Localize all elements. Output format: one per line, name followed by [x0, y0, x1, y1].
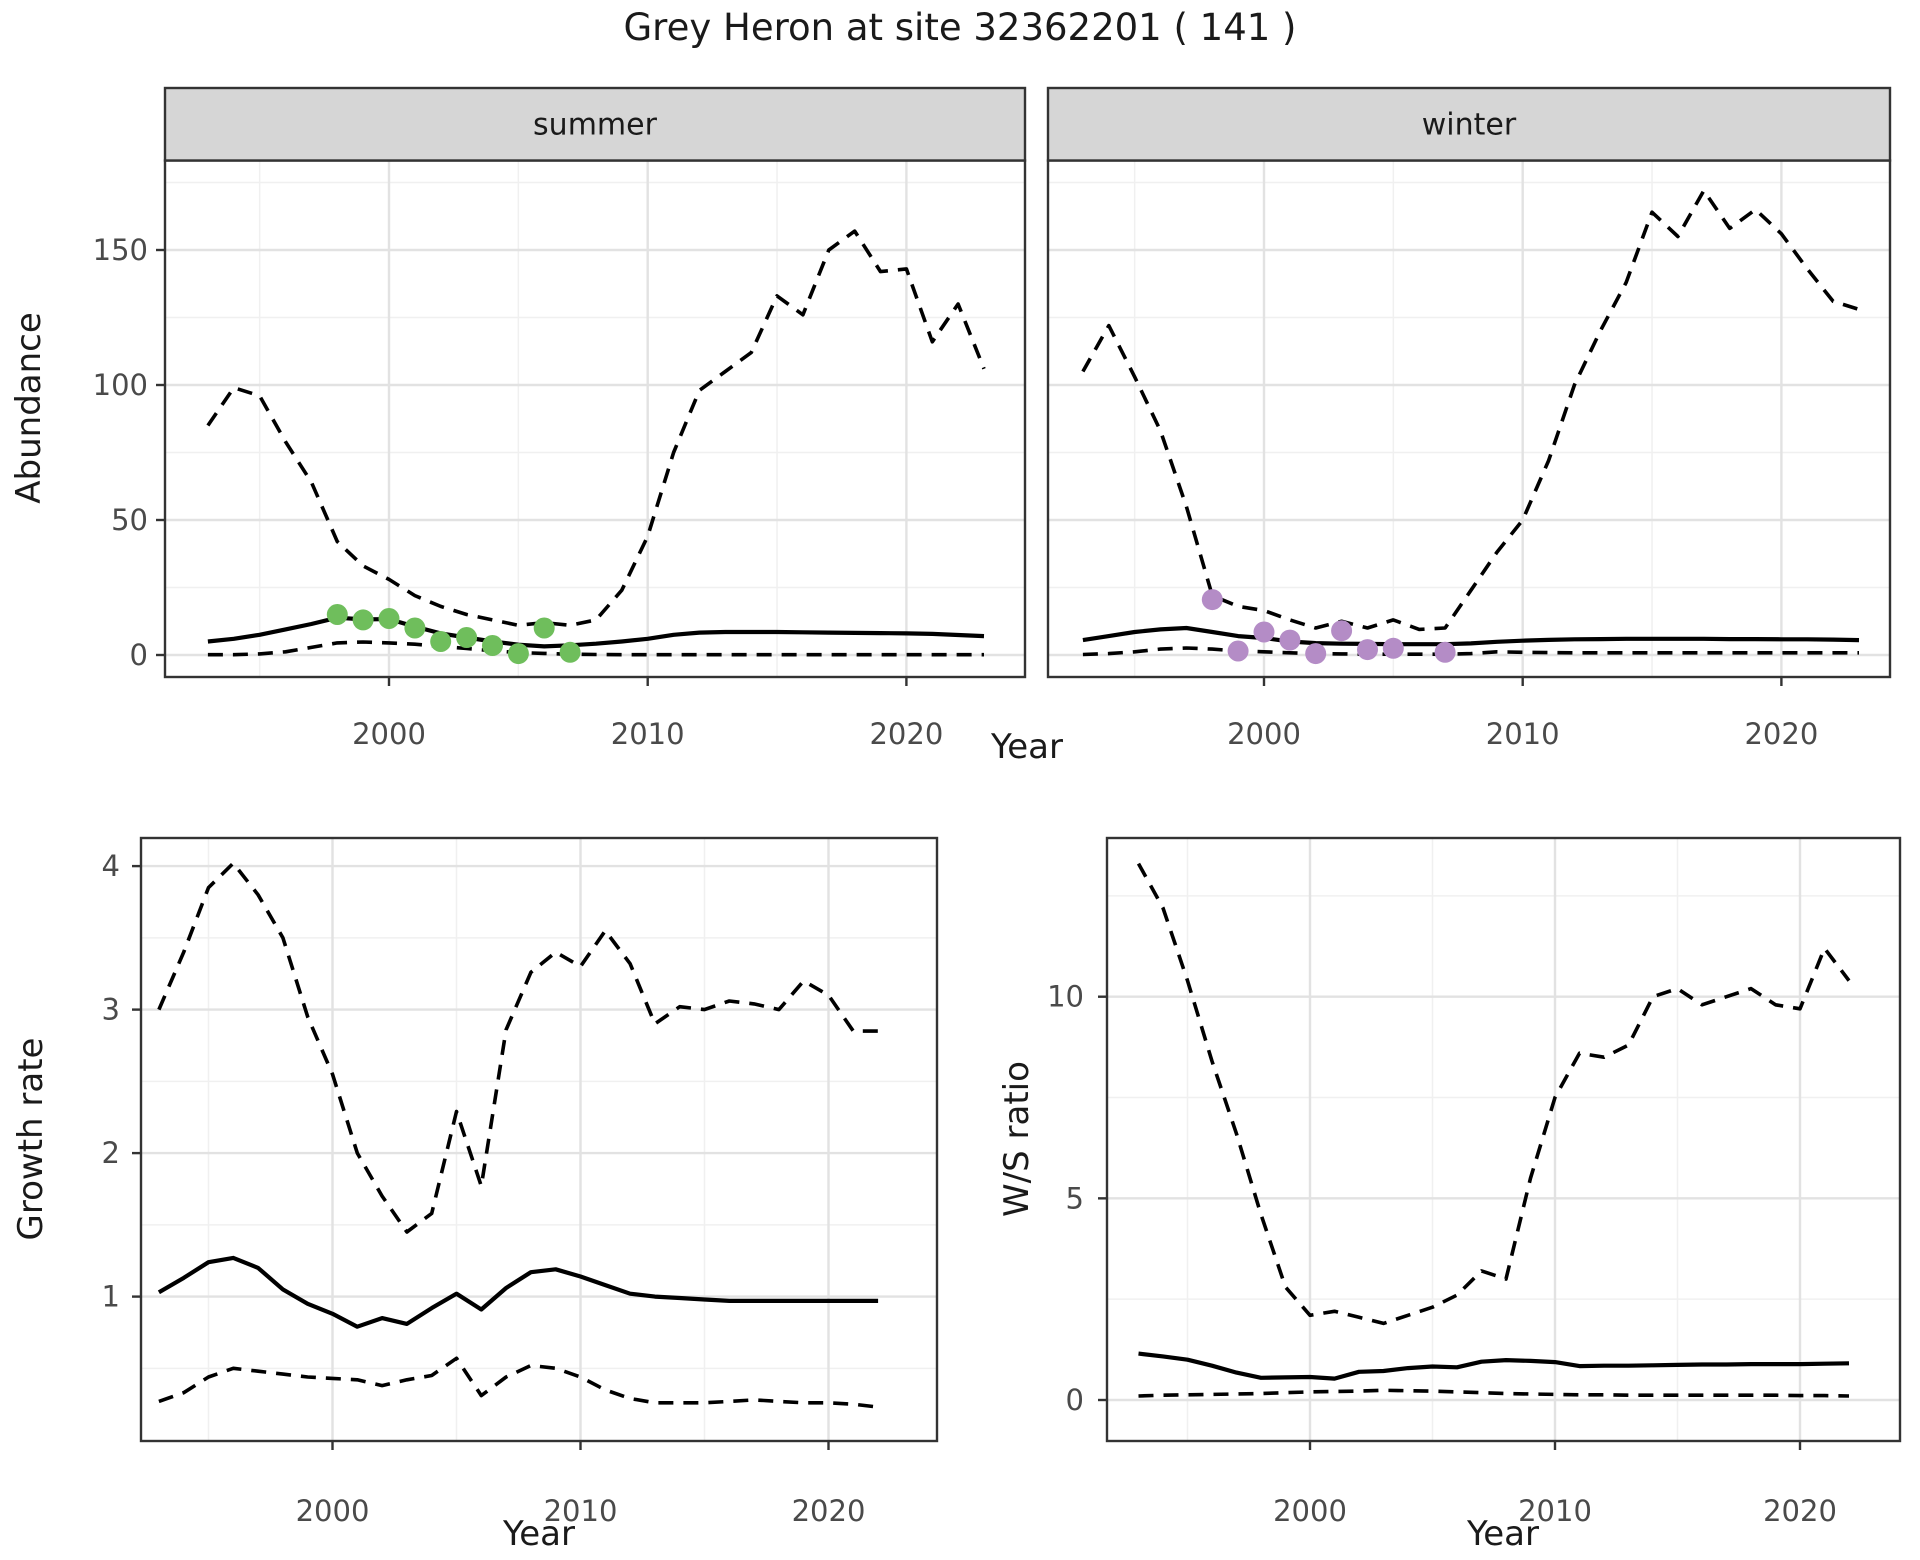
- page-title: Grey Heron at site 32362201 ( 141 ): [623, 6, 1297, 49]
- panel-abundance_winter: winter 2000 2010 2020: [1046, 86, 1892, 751]
- x-tick-label: 2010: [611, 717, 685, 751]
- y-axis-title-abundance: Abundance: [9, 312, 49, 504]
- upper-ci-line: [1081, 188, 1860, 632]
- facet-label: summer: [533, 107, 658, 142]
- upper-ci-line: [206, 229, 986, 628]
- gridlines-major: [141, 838, 937, 1441]
- panel-background: [1048, 160, 1890, 677]
- data-point: [1357, 639, 1378, 661]
- y-tick-label: 2: [102, 1136, 120, 1170]
- x-tick-label: 2010: [1518, 1494, 1592, 1528]
- panel-abundance_summer: summer 2000 2010 2020 0 50 100 150: [93, 86, 1027, 751]
- x-tick-label: 2000: [1227, 717, 1301, 751]
- facet-strip: [163, 86, 1027, 162]
- panel-border: [1105, 836, 1902, 1443]
- data-point: [1201, 589, 1223, 611]
- upper-ci-line: [1136, 862, 1851, 1326]
- series-lines: [1136, 862, 1851, 1398]
- x-tick-label: 2000: [1273, 1494, 1347, 1528]
- gridlines-major: [1107, 838, 1900, 1441]
- observation-points: [326, 604, 581, 665]
- data-point: [482, 635, 503, 656]
- x-tick-label: 2020: [1744, 717, 1818, 751]
- gridlines-minor: [165, 160, 1025, 677]
- gridlines-minor: [141, 838, 937, 1441]
- lower-ci-line: [1082, 646, 1859, 657]
- data-point: [1331, 620, 1353, 642]
- gridlines-minor: [1107, 838, 1900, 1441]
- axis-ticks: 2000 2010 2020 1 2 3 4: [102, 849, 866, 1528]
- y-tick-label: 100: [93, 368, 148, 402]
- data-point: [507, 643, 529, 665]
- lower-ci-line: [158, 1356, 879, 1409]
- data-point: [1279, 629, 1301, 651]
- data-point: [456, 627, 478, 648]
- x-axis-title-top: Year: [990, 727, 1063, 767]
- data-point: [404, 617, 426, 639]
- panel-ws_ratio: 2000 2010 2020 0 5 10: [1047, 836, 1902, 1528]
- axis-ticks: 2000 2010 2020: [1227, 677, 1818, 751]
- axis-ticks: 2000 2010 2020 0 5 10: [1047, 980, 1837, 1528]
- data-point: [378, 608, 400, 629]
- y-tick-label: 0: [1066, 1383, 1084, 1417]
- panel-background: [141, 838, 937, 1441]
- facet-label: winter: [1422, 107, 1517, 142]
- panel-border: [139, 836, 939, 1443]
- y-tick-label: 3: [102, 993, 120, 1027]
- y-tick-label: 5: [1066, 1181, 1084, 1215]
- y-tick-label: 0: [130, 638, 148, 672]
- data-point: [430, 631, 452, 652]
- axis-ticks: 2000 2010 2020 0 50 100 150: [93, 233, 944, 751]
- upper-ci-line: [157, 861, 879, 1234]
- series-lines: [157, 861, 879, 1409]
- panel-background: [1107, 838, 1900, 1441]
- y-axis-title-growth-rate: Growth rate: [11, 1038, 51, 1241]
- gridlines-major: [165, 160, 1025, 677]
- data-point: [1305, 643, 1327, 665]
- x-tick-label: 2000: [352, 717, 426, 751]
- data-point: [559, 641, 581, 663]
- lower-ci-line: [1138, 1388, 1850, 1398]
- y-axis-title-ws-ratio: W/S ratio: [997, 1061, 1037, 1217]
- y-tick-label: 50: [111, 503, 148, 537]
- x-tick-label: 2010: [1486, 717, 1560, 751]
- x-axis-title-growth: Year: [502, 1514, 575, 1554]
- y-tick-label: 4: [102, 849, 120, 883]
- x-tick-label: 2020: [792, 1494, 866, 1528]
- fit-line: [1082, 625, 1860, 647]
- y-tick-label: 150: [93, 233, 148, 267]
- series-lines: [1081, 188, 1860, 657]
- gridlines-minor: [1048, 160, 1890, 677]
- data-point: [1253, 621, 1275, 643]
- x-tick-label: 2020: [1763, 1494, 1837, 1528]
- data-point: [326, 604, 348, 625]
- x-tick-label: 2010: [544, 1494, 618, 1528]
- y-tick-label: 10: [1047, 980, 1084, 1014]
- panel-background: [165, 160, 1025, 677]
- gridlines-major: [1048, 160, 1890, 677]
- data-point: [1227, 640, 1249, 662]
- x-axis-title-ws: Year: [1466, 1514, 1539, 1554]
- lower-ci-line: [207, 640, 984, 657]
- x-tick-label: 2000: [296, 1494, 370, 1528]
- data-point: [352, 609, 374, 631]
- observation-points: [1201, 589, 1456, 665]
- y-tick-label: 1: [102, 1280, 120, 1314]
- panel-growth_rate: 2000 2010 2020 1 2 3 4: [102, 836, 939, 1528]
- facet-strip: [1046, 86, 1892, 162]
- data-point: [1434, 641, 1456, 663]
- fit-line: [157, 1255, 879, 1329]
- fit-line: [1138, 1351, 1850, 1381]
- data-point: [533, 617, 555, 639]
- x-tick-label: 2020: [869, 717, 943, 751]
- data-point: [1382, 637, 1404, 659]
